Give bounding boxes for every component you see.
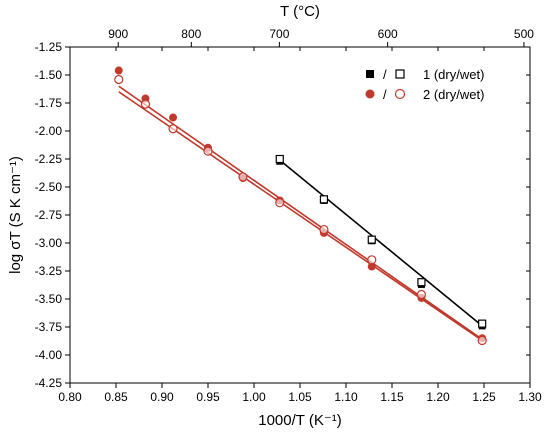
x-tick-label: 0.90 [150, 390, 174, 404]
legend-marker-2-wet [394, 88, 406, 100]
top-tick-label: 500 [514, 27, 534, 41]
y-tick-label: -2.00 [35, 124, 63, 138]
x-tick-label: 0.80 [58, 390, 82, 404]
data-point-1-wet [275, 154, 284, 164]
data-point-1-wet [478, 319, 487, 328]
data-point-2-wet [203, 146, 213, 156]
data-point-1-wet [319, 195, 329, 204]
y-axis-title: log σT (S K cm⁻¹) [7, 156, 24, 274]
x-axis-title: 1000/T (K⁻¹) [258, 412, 342, 429]
x-tick-label: 1.00 [242, 390, 266, 404]
y-tick-label: -2.25 [35, 152, 63, 166]
legend: / 1 (dry/wet) / 2 (dry/wet) [365, 67, 484, 102]
x-tick-label: 0.95 [196, 390, 220, 404]
x-tick-label: 0.85 [104, 390, 128, 404]
data-point-2-dry [114, 66, 123, 75]
x-tick-label: 1.05 [288, 390, 312, 404]
y-tick-label: -4.25 [35, 376, 63, 390]
x-tick-label: 1.15 [380, 390, 404, 404]
x-tick-label: 1.20 [426, 390, 450, 404]
x-tick-label: 1.30 [518, 390, 542, 404]
data-point-2-wet [140, 99, 151, 109]
y-tick-label: -1.75 [35, 96, 63, 110]
fit-line [279, 159, 483, 327]
legend-label-1: 1 (dry/wet) [423, 67, 484, 82]
data-points [114, 66, 487, 346]
legend-slash-1: / [383, 67, 387, 82]
y-tick-label: -3.50 [35, 292, 63, 306]
data-point-1-wet [367, 235, 376, 244]
legend-marker-2-dry [365, 89, 375, 99]
y-tick-label: -1.25 [35, 40, 63, 54]
y-tick-label: -2.50 [35, 180, 63, 194]
x-tick-label: 1.25 [472, 390, 496, 404]
y-tick-label: -3.75 [35, 320, 63, 334]
data-point-2-wet [275, 198, 285, 208]
y-tick-label: -4.00 [35, 348, 63, 362]
y-tick-label: -1.50 [35, 68, 63, 82]
top-tick-label: 600 [378, 27, 398, 41]
top-tick-label: 700 [269, 27, 289, 41]
y-tick-label: -3.00 [35, 236, 63, 250]
data-point-2-wet [367, 255, 377, 265]
data-point-2-dry [169, 113, 178, 122]
legend-marker-1-dry [366, 70, 374, 78]
axis-ticks: 0.80 0.85 0.90 0.95 1.00 1.05 1.10 1.15 1.20 1.25… [35, 27, 542, 404]
legend-marker-1-wet [395, 69, 405, 79]
y-tick-label: -2.75 [35, 208, 63, 222]
data-point-2-wet [416, 289, 427, 300]
data-point-2-wet [238, 172, 248, 182]
legend-slash-2: / [383, 87, 387, 102]
data-point-1-wet [417, 278, 426, 287]
top-tick-label: 900 [108, 27, 128, 41]
data-point-2-wet [319, 224, 329, 235]
top-axis-title: T (°C) [280, 3, 320, 20]
data-point-2-dry [367, 262, 376, 271]
data-point-2-wet [114, 74, 124, 85]
y-tick-label: -3.25 [35, 264, 63, 278]
data-point-2-wet [168, 124, 178, 134]
legend-label-2: 2 (dry/wet) [423, 87, 484, 102]
top-tick-label: 800 [181, 27, 201, 41]
data-point-2-wet [477, 335, 487, 346]
x-tick-label: 1.10 [334, 390, 358, 404]
